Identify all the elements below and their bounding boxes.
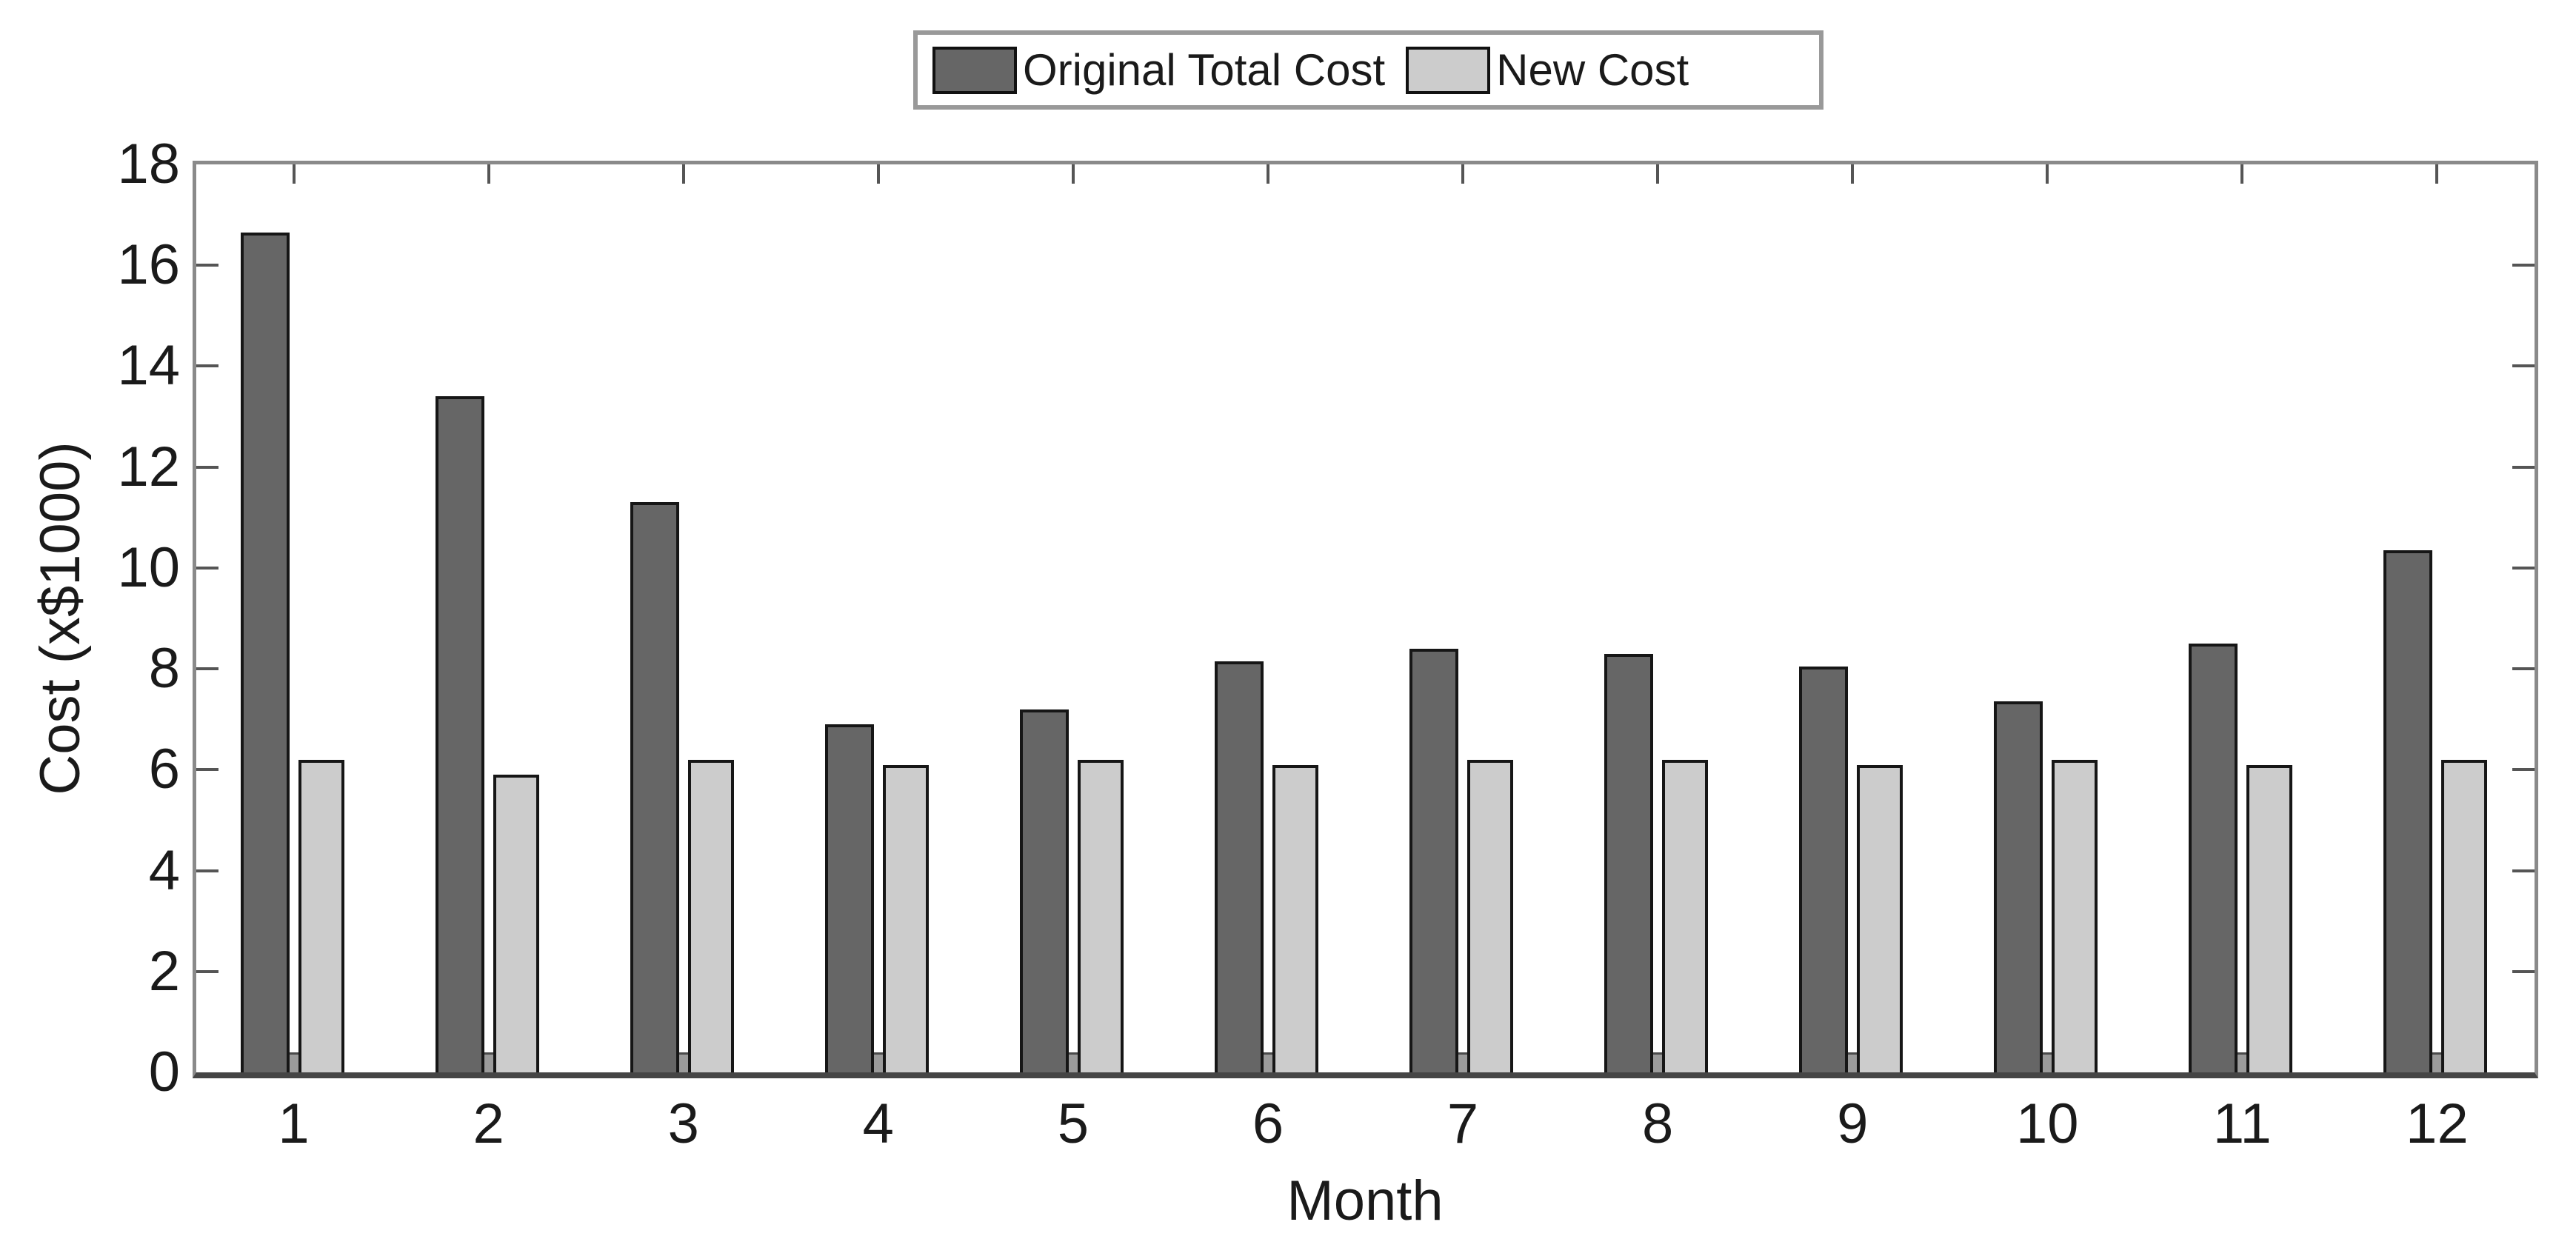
x-tick-label: 8 xyxy=(1641,1092,1674,1155)
bar-thin-sliver xyxy=(872,1052,883,1072)
bar-new-cost xyxy=(1857,764,1903,1072)
bar-original-total-cost xyxy=(240,232,290,1072)
legend-label-original-total-cost: Original Total Cost xyxy=(1023,44,1386,95)
bar-new-cost xyxy=(2246,764,2293,1072)
x-tick-label: 9 xyxy=(1837,1092,1869,1155)
legend: Original Total Cost New Cost xyxy=(913,30,1823,110)
bar-new-cost xyxy=(1272,764,1318,1072)
y-tick-mark-left xyxy=(196,869,218,872)
bar-original-total-cost xyxy=(1019,709,1069,1072)
bar-original-total-cost xyxy=(2383,550,2433,1072)
x-tick-label: 12 xyxy=(2406,1092,2469,1155)
bar-original-total-cost xyxy=(824,724,874,1072)
x-tick-mark-top xyxy=(1851,164,1855,184)
plot-area xyxy=(193,161,2538,1078)
bar-thin-sliver xyxy=(2042,1052,2052,1072)
bar-thin-sliver xyxy=(2237,1052,2247,1072)
bar-thin-sliver xyxy=(1847,1052,1858,1072)
bar-new-cost xyxy=(687,759,734,1072)
x-tick-mark-top xyxy=(1461,164,1465,184)
y-tick-mark-left xyxy=(196,969,218,973)
bar-thin-sliver xyxy=(678,1052,688,1072)
y-tick-mark-right xyxy=(2512,768,2535,772)
y-tick-label: 6 xyxy=(148,738,180,801)
bar-new-cost xyxy=(2052,759,2098,1072)
x-tick-label: 6 xyxy=(1252,1092,1284,1155)
bar-thin-sliver xyxy=(1458,1052,1468,1072)
x-tick-mark-top xyxy=(1656,164,1660,184)
x-tick-mark-top xyxy=(876,164,880,184)
bar-original-total-cost xyxy=(630,502,679,1072)
x-tick-mark-top xyxy=(2240,164,2244,184)
x-tick-label: 7 xyxy=(1447,1092,1479,1155)
bar-original-total-cost xyxy=(2189,644,2238,1072)
bar-new-cost xyxy=(298,759,344,1072)
y-tick-mark-right xyxy=(2512,465,2535,469)
y-tick-mark-right xyxy=(2512,566,2535,570)
x-tick-mark-top xyxy=(2046,164,2049,184)
y-tick-mark-left xyxy=(196,465,218,469)
x-tick-label: 10 xyxy=(2016,1092,2079,1155)
legend-swatch-original-total-cost xyxy=(932,46,1017,94)
legend-label-new-cost: New Cost xyxy=(1496,44,1689,95)
y-tick-mark-left xyxy=(196,364,218,368)
y-tick-label: 14 xyxy=(117,334,180,398)
x-tick-mark-top xyxy=(292,164,296,184)
y-tick-mark-left xyxy=(196,566,218,570)
y-tick-label: 18 xyxy=(117,133,180,196)
bar-original-total-cost xyxy=(1604,653,1654,1072)
y-tick-mark-left xyxy=(196,264,218,267)
bar-thin-sliver xyxy=(1652,1052,1663,1072)
bar-thin-sliver xyxy=(288,1052,298,1072)
y-tick-mark-right xyxy=(2512,667,2535,671)
y-tick-mark-left xyxy=(196,768,218,772)
bar-original-total-cost xyxy=(1409,648,1459,1072)
bar-original-total-cost xyxy=(1214,661,1264,1072)
x-tick-mark-top xyxy=(487,164,490,184)
x-tick-mark-top xyxy=(681,164,685,184)
y-tick-label: 0 xyxy=(148,1041,180,1103)
x-tick-label: 3 xyxy=(667,1092,699,1155)
bar-original-total-cost xyxy=(1994,701,2043,1072)
y-tick-label: 4 xyxy=(148,838,180,902)
y-tick-label: 10 xyxy=(117,535,180,599)
y-tick-mark-left xyxy=(196,667,218,671)
x-tick-label: 2 xyxy=(473,1092,504,1155)
bar-new-cost xyxy=(1467,759,1514,1072)
x-tick-mark-top xyxy=(1071,164,1075,184)
y-tick-label: 2 xyxy=(148,939,180,1003)
x-tick-label: 5 xyxy=(1057,1092,1090,1155)
bar-thin-sliver xyxy=(1262,1052,1272,1072)
bar-new-cost xyxy=(1662,759,1709,1072)
bar-original-total-cost xyxy=(435,396,484,1072)
legend-swatch-new-cost xyxy=(1406,46,1491,94)
y-tick-mark-right xyxy=(2512,364,2535,368)
x-tick-mark-top xyxy=(2435,164,2439,184)
y-tick-mark-right xyxy=(2512,969,2535,973)
bar-new-cost xyxy=(1077,759,1124,1072)
bar-thin-sliver xyxy=(1067,1052,1078,1072)
y-tick-label: 16 xyxy=(117,233,180,297)
y-tick-label: 12 xyxy=(117,435,180,498)
bar-new-cost xyxy=(882,764,929,1072)
x-tick-label: 11 xyxy=(2212,1092,2272,1155)
bar-thin-sliver xyxy=(2432,1052,2442,1072)
x-axis-label: Month xyxy=(1287,1169,1444,1232)
bar-original-total-cost xyxy=(1799,666,1849,1072)
y-tick-mark-right xyxy=(2512,264,2535,267)
legend-item-original-total-cost: Original Total Cost xyxy=(932,44,1386,95)
y-tick-mark-right xyxy=(2512,869,2535,872)
bar-new-cost xyxy=(2441,759,2488,1072)
bar-thin-sliver xyxy=(483,1052,493,1072)
x-tick-mark-top xyxy=(1266,164,1269,184)
y-tick-label: 8 xyxy=(148,637,180,701)
x-tick-label: 4 xyxy=(862,1092,894,1155)
x-tick-label: 1 xyxy=(278,1092,310,1155)
legend-item-new-cost: New Cost xyxy=(1406,44,1689,95)
bar-new-cost xyxy=(493,775,539,1072)
